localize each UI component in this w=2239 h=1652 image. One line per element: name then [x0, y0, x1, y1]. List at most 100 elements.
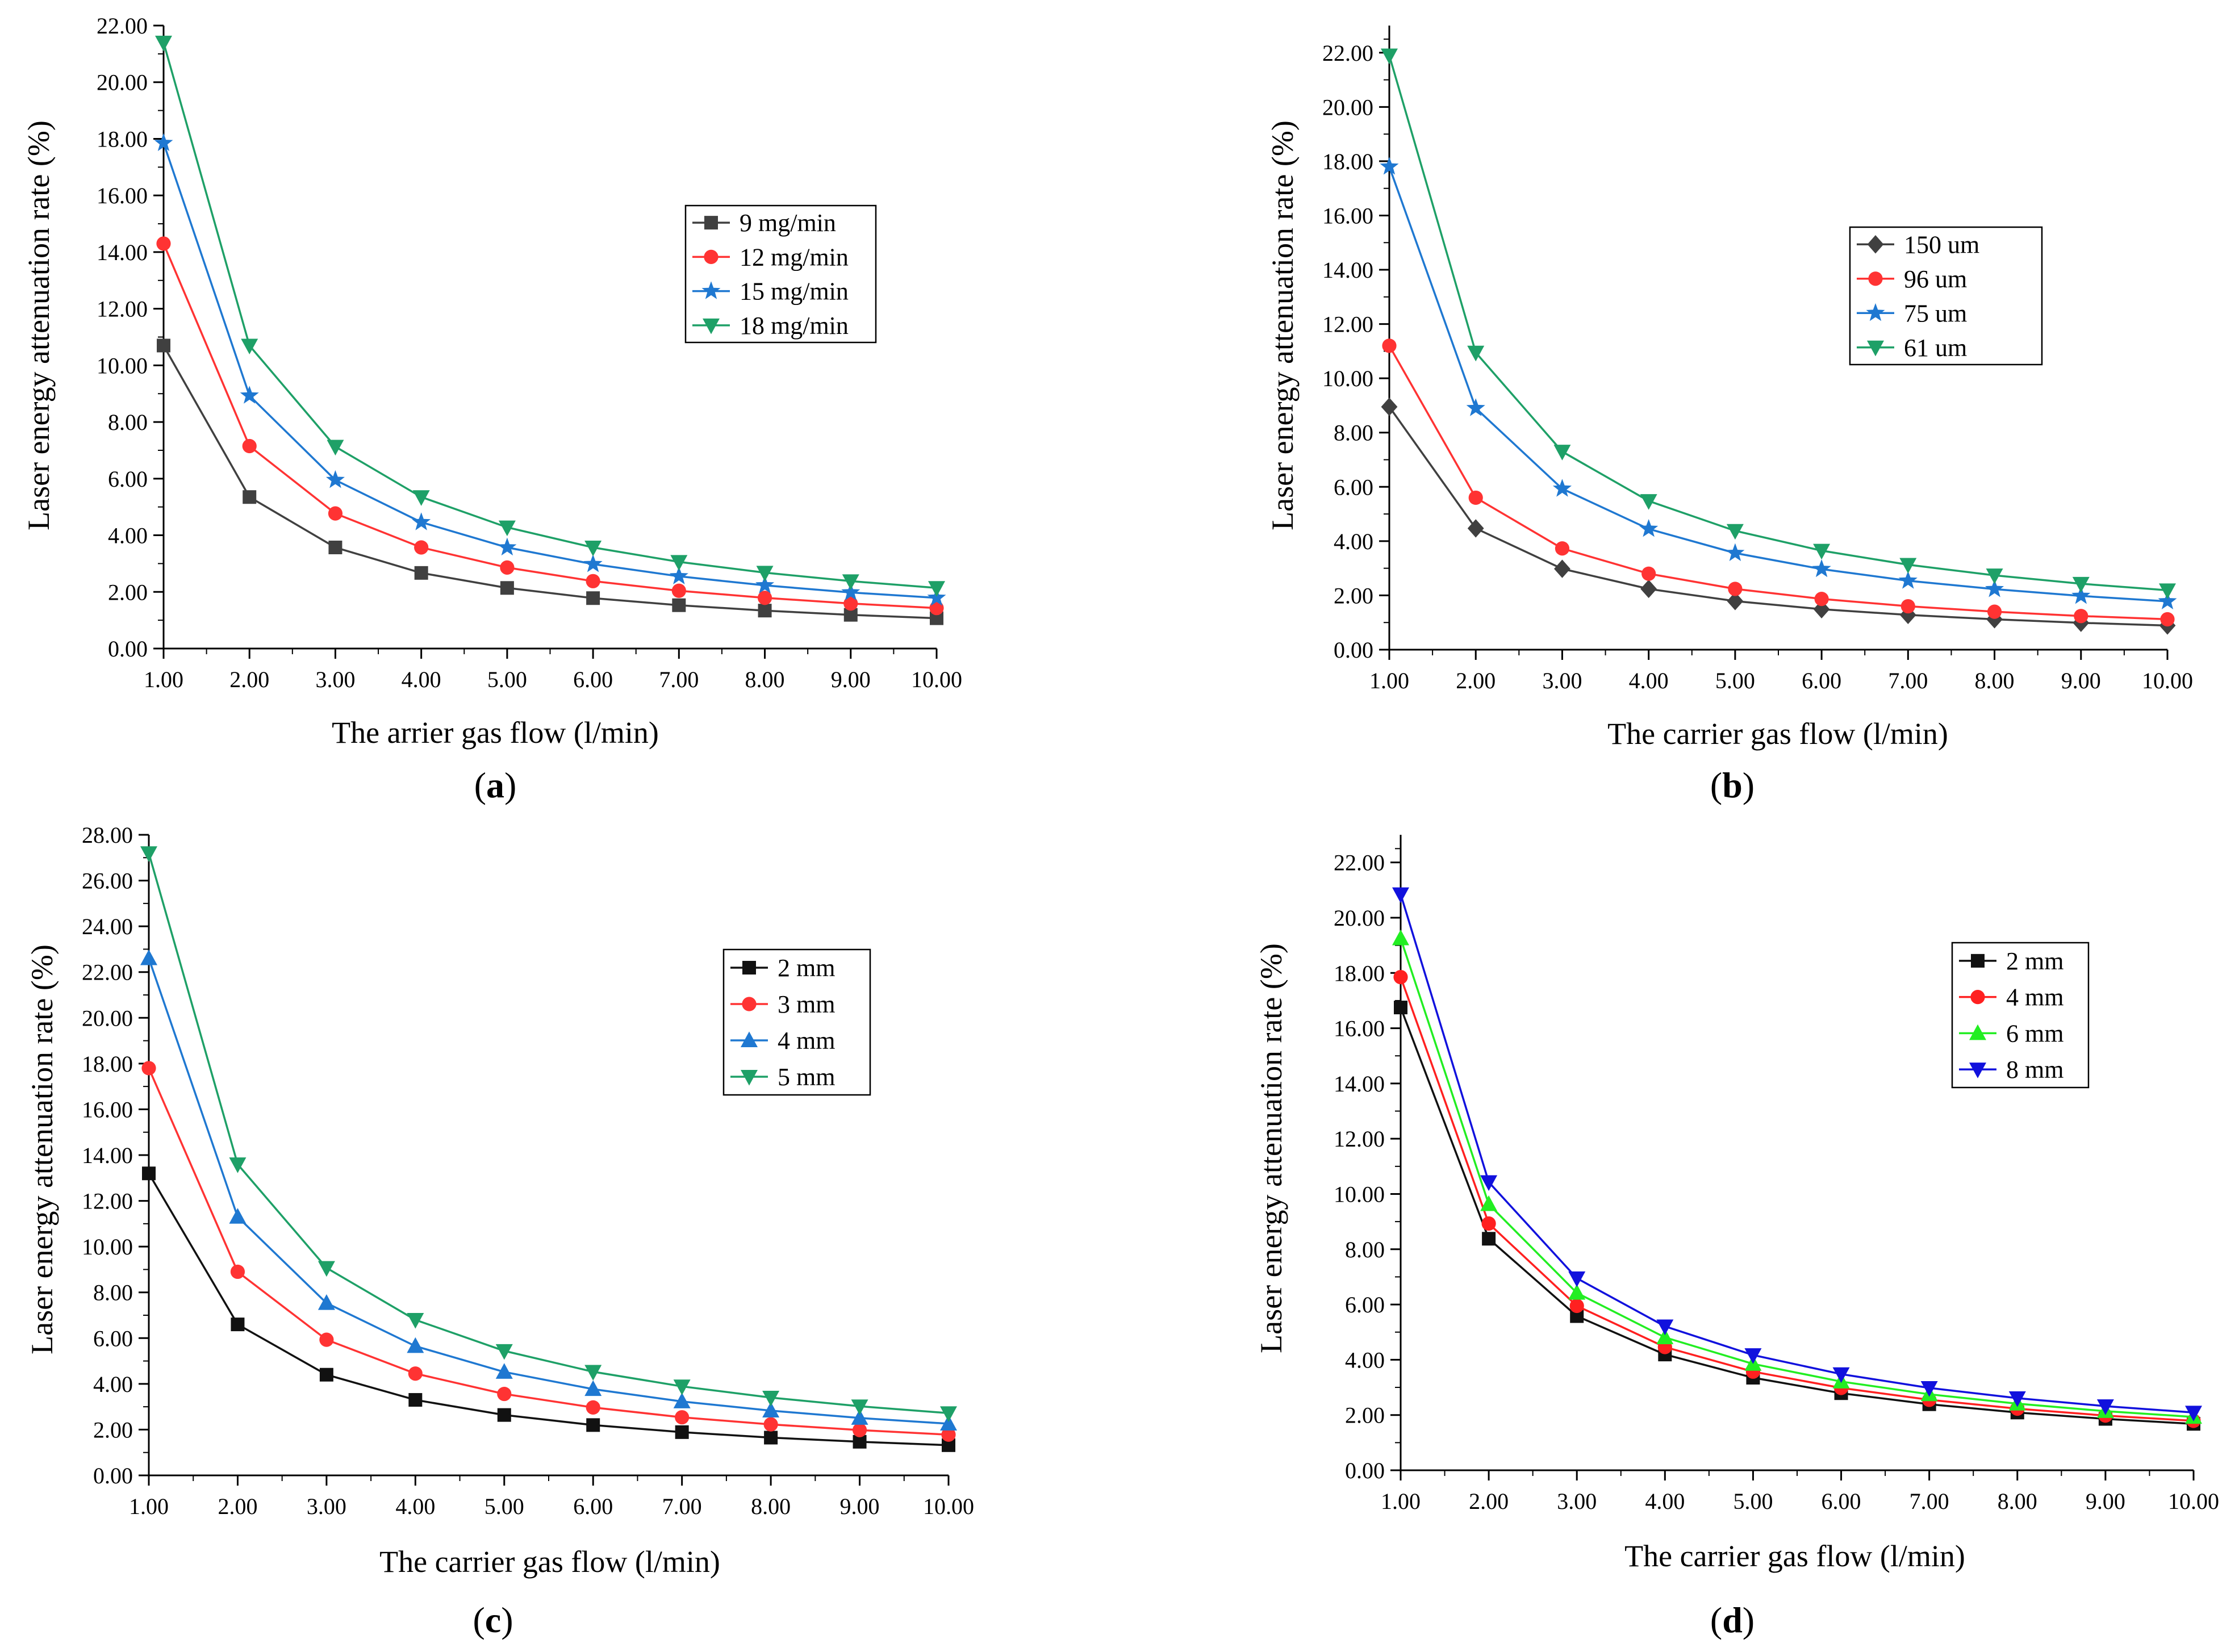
data-point [242, 438, 257, 454]
x-tick-label: 1.00 [1381, 1488, 1421, 1514]
data-point [2071, 586, 2091, 604]
data-point [407, 1337, 424, 1353]
legend-marker [703, 318, 720, 334]
data-point [1744, 1348, 1762, 1364]
y-tick-label: 10.00 [1334, 1181, 1385, 1207]
y-tick-label: 14.00 [97, 240, 148, 265]
y-tick-label: 16.00 [1334, 1016, 1385, 1042]
data-point [1726, 543, 1745, 561]
series-line-1 [1400, 1007, 2194, 1425]
x-tick-label: 9.00 [2086, 1488, 2125, 1514]
data-point [672, 598, 686, 612]
legend-label: 150 um [1904, 231, 1979, 258]
legend-marker [1867, 235, 1884, 254]
data-point [319, 1367, 333, 1382]
y-tick-label: 20.00 [82, 1005, 133, 1031]
data-point [495, 1344, 513, 1360]
data-point [1640, 579, 1657, 599]
data-point [319, 1332, 334, 1347]
data-point [142, 1166, 156, 1181]
data-point [155, 35, 172, 52]
legend-label: 3 mm [778, 990, 835, 1018]
data-point [670, 555, 688, 571]
data-point [229, 1157, 247, 1173]
y-tick-label: 12.00 [1322, 312, 1373, 337]
panel-caption: (d) [1710, 1600, 1755, 1640]
x-tick-label: 3.00 [307, 1494, 346, 1519]
series-line-4 [1400, 894, 2194, 1414]
y-tick-label: 0.00 [1334, 637, 1373, 663]
y-tick-label: 16.00 [97, 183, 148, 208]
series-line-4 [162, 42, 937, 589]
x-tick-label: 1.00 [144, 667, 183, 692]
data-point [940, 1415, 957, 1431]
x-axis-title: The carrier gas flow (l/min) [1624, 1539, 1965, 1573]
data-point [940, 1406, 957, 1423]
y-tick-label: 10.00 [82, 1234, 133, 1260]
data-point [1832, 1367, 1850, 1383]
data-point [327, 440, 344, 456]
data-point [1985, 579, 2004, 597]
chart-panel-d: The carrier gas flow (l/min) Laser energ… [1254, 835, 2219, 1640]
x-tick-label: 4.00 [1645, 1488, 1685, 1514]
series-line-3 [1400, 938, 2194, 1418]
data-point [841, 582, 860, 601]
legend-marker [701, 281, 721, 299]
data-point [498, 537, 517, 556]
x-tick-label: 3.00 [1557, 1488, 1597, 1514]
series-line-1 [148, 1173, 949, 1446]
data-point [1381, 398, 1398, 416]
legend-marker [1971, 953, 1985, 968]
data-point [1900, 599, 1915, 614]
x-tick-label: 9.00 [840, 1494, 880, 1519]
data-point [2158, 591, 2177, 609]
data-point [675, 1425, 689, 1439]
data-point [762, 1391, 780, 1407]
legend-marker [704, 249, 719, 264]
x-tick-label: 10.00 [2142, 668, 2193, 693]
data-point [586, 1400, 600, 1415]
data-point [414, 566, 428, 580]
data-point [673, 1392, 691, 1408]
legend-marker [742, 961, 756, 975]
data-point [500, 581, 514, 595]
data-point [497, 1386, 512, 1402]
y-tick-label: 18.00 [97, 126, 148, 152]
data-point [230, 1264, 245, 1279]
data-point [928, 581, 945, 597]
data-point [1812, 559, 1831, 578]
chart-panel-b: The carrier gas flow (l/min) Laser energ… [1265, 26, 2193, 805]
x-axis-title: The arrier gas flow (l/min) [332, 716, 659, 750]
x-axis-title: The carrier gas flow (l/min) [379, 1545, 720, 1579]
data-point [1639, 519, 1659, 537]
x-tick-label: 10.00 [2168, 1488, 2219, 1514]
legend-label: 9 mg/min [740, 209, 836, 237]
data-point [1656, 1328, 1674, 1344]
data-point [1656, 1319, 1674, 1336]
y-tick-label: 4.00 [1345, 1347, 1385, 1373]
panel-caption: (b) [1710, 765, 1755, 805]
data-point [927, 588, 946, 606]
panel-caption: (a) [474, 765, 517, 805]
data-point [842, 574, 859, 590]
data-point [2096, 1399, 2114, 1415]
data-point [755, 575, 775, 593]
data-point [673, 1379, 691, 1395]
y-tick-label: 10.00 [97, 353, 148, 378]
data-point [1986, 610, 2003, 629]
y-tick-label: 8.00 [1345, 1237, 1385, 1262]
data-point [241, 338, 258, 355]
legend-label: 2 mm [778, 954, 835, 982]
data-point [1481, 1216, 1496, 1231]
data-point [669, 566, 688, 584]
x-tick-label: 5.00 [1733, 1488, 1773, 1514]
x-tick-label: 2.00 [229, 667, 269, 692]
data-point [231, 1318, 245, 1332]
data-point [1568, 1271, 1586, 1287]
data-point [584, 540, 602, 557]
data-point [1394, 1001, 1407, 1015]
data-point [586, 1418, 600, 1432]
data-point [583, 554, 603, 572]
data-point [240, 386, 259, 404]
